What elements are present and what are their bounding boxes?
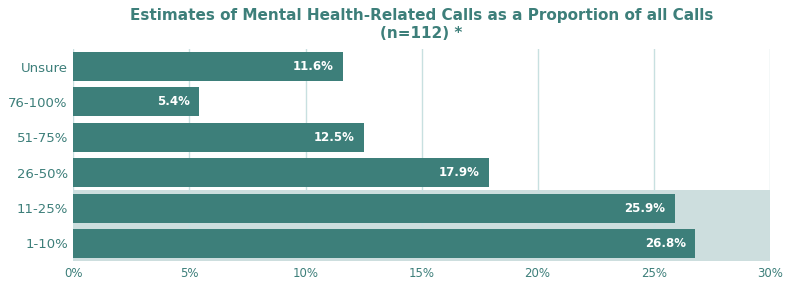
Text: 25.9%: 25.9%	[624, 202, 665, 215]
Bar	[74, 158, 489, 187]
Title: Estimates of Mental Health-Related Calls as a Proportion of all Calls
(n=112) *: Estimates of Mental Health-Related Calls…	[130, 8, 713, 41]
Bar	[74, 87, 199, 116]
Text: 17.9%: 17.9%	[439, 166, 479, 179]
Text: 12.5%: 12.5%	[313, 131, 354, 144]
Bar	[74, 194, 675, 223]
Bar	[74, 190, 770, 226]
Text: 11.6%: 11.6%	[293, 60, 333, 73]
Bar	[74, 123, 364, 152]
Bar	[74, 52, 343, 81]
Bar	[74, 229, 695, 258]
Text: 26.8%: 26.8%	[645, 237, 686, 250]
Bar	[74, 226, 770, 261]
Text: 5.4%: 5.4%	[157, 95, 190, 108]
